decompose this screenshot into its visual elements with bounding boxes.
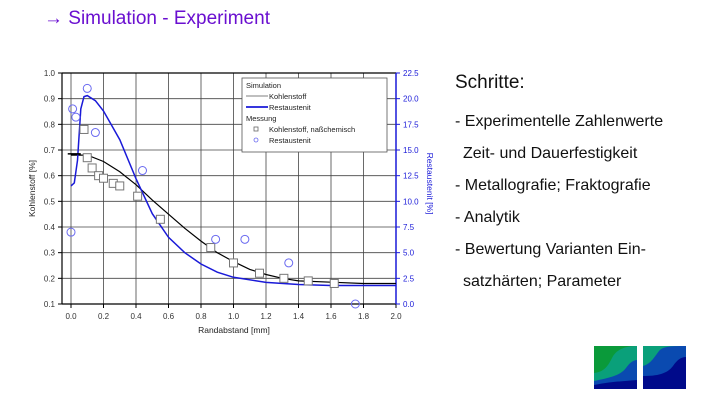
svg-text:0.5: 0.5 bbox=[44, 197, 56, 206]
svg-text:0.2: 0.2 bbox=[98, 312, 110, 321]
chart-legend: Simulation Kohlenstoff Restaustenit Messung… bbox=[241, 77, 388, 153]
svg-text:1.2: 1.2 bbox=[260, 312, 272, 321]
svg-text:0.9: 0.9 bbox=[44, 95, 56, 104]
svg-text:0.0: 0.0 bbox=[403, 300, 415, 309]
svg-text:1.8: 1.8 bbox=[358, 312, 370, 321]
svg-text:0.4: 0.4 bbox=[130, 312, 142, 321]
logo-icon-left bbox=[594, 346, 637, 389]
step-item: - Analytik bbox=[455, 209, 520, 226]
step-item-continuation: Zeit- und Dauerfestigkeit bbox=[463, 145, 638, 162]
svg-text:1.6: 1.6 bbox=[325, 312, 337, 321]
logo-icon-right bbox=[643, 346, 686, 389]
svg-text:12.5: 12.5 bbox=[403, 172, 419, 181]
svg-text:Restaustenit: Restaustenit bbox=[269, 136, 312, 145]
slide-title: → Simulation - Experiment bbox=[44, 8, 270, 29]
svg-text:1.4: 1.4 bbox=[293, 312, 305, 321]
svg-text:20.0: 20.0 bbox=[403, 95, 419, 104]
svg-text:0.8: 0.8 bbox=[195, 312, 207, 321]
svg-text:0.1: 0.1 bbox=[44, 300, 56, 309]
svg-text:Kohlenstoff, naßchemisch: Kohlenstoff, naßchemisch bbox=[269, 125, 355, 134]
svg-text:Simulation: Simulation bbox=[246, 81, 281, 90]
chart-series bbox=[66, 83, 396, 309]
step-item: - Bewertung Varianten Ein- bbox=[455, 241, 646, 258]
svg-text:10.0: 10.0 bbox=[403, 197, 419, 206]
svg-text:Kohlenstoff [%]: Kohlenstoff [%] bbox=[27, 160, 37, 217]
svg-text:Restaustenit [%]: Restaustenit [%] bbox=[425, 153, 435, 215]
svg-text:5.0: 5.0 bbox=[403, 249, 415, 258]
svg-text:0.6: 0.6 bbox=[163, 312, 175, 321]
svg-text:Messung: Messung bbox=[246, 114, 276, 123]
svg-text:0.6: 0.6 bbox=[44, 172, 56, 181]
svg-text:0.4: 0.4 bbox=[44, 223, 56, 232]
steps-heading: Schritte: bbox=[455, 72, 525, 93]
step-item: - Metallografie; Fraktografie bbox=[455, 177, 651, 194]
svg-text:7.5: 7.5 bbox=[403, 223, 415, 232]
svg-text:0.2: 0.2 bbox=[44, 274, 56, 283]
svg-text:0.0: 0.0 bbox=[65, 312, 77, 321]
step-item-continuation: satzhärten; Parameter bbox=[463, 273, 622, 290]
svg-text:0.7: 0.7 bbox=[44, 146, 56, 155]
chart: 0.0 0.2 0.4 0.6 0.8 1.0 1.2 1.4 1.6 1.8 2.0 0.1 0.2 0… bbox=[27, 69, 435, 335]
svg-text:0.8: 0.8 bbox=[44, 120, 56, 129]
svg-text:2.0: 2.0 bbox=[390, 312, 402, 321]
step-item: - Experimentelle Zahlenwerte bbox=[455, 113, 664, 130]
steps-list: Schritte: - Experimentelle Zahlenwerte Z… bbox=[455, 72, 663, 304]
svg-text:1.0: 1.0 bbox=[228, 312, 240, 321]
svg-text:2.5: 2.5 bbox=[403, 274, 415, 283]
svg-text:Kohlenstoff: Kohlenstoff bbox=[269, 92, 307, 101]
svg-text:Restaustenit: Restaustenit bbox=[269, 103, 312, 112]
svg-text:0.3: 0.3 bbox=[44, 249, 56, 258]
svg-text:22.5: 22.5 bbox=[403, 69, 419, 78]
svg-text:1.0: 1.0 bbox=[44, 69, 56, 78]
svg-text:17.5: 17.5 bbox=[403, 120, 419, 129]
svg-text:15.0: 15.0 bbox=[403, 146, 419, 155]
svg-text:Randabstand [mm]: Randabstand [mm] bbox=[198, 325, 270, 335]
chart-axes: 0.0 0.2 0.4 0.6 0.8 1.0 1.2 1.4 1.6 1.8 2.0 0.1 0.2 0… bbox=[27, 69, 435, 335]
